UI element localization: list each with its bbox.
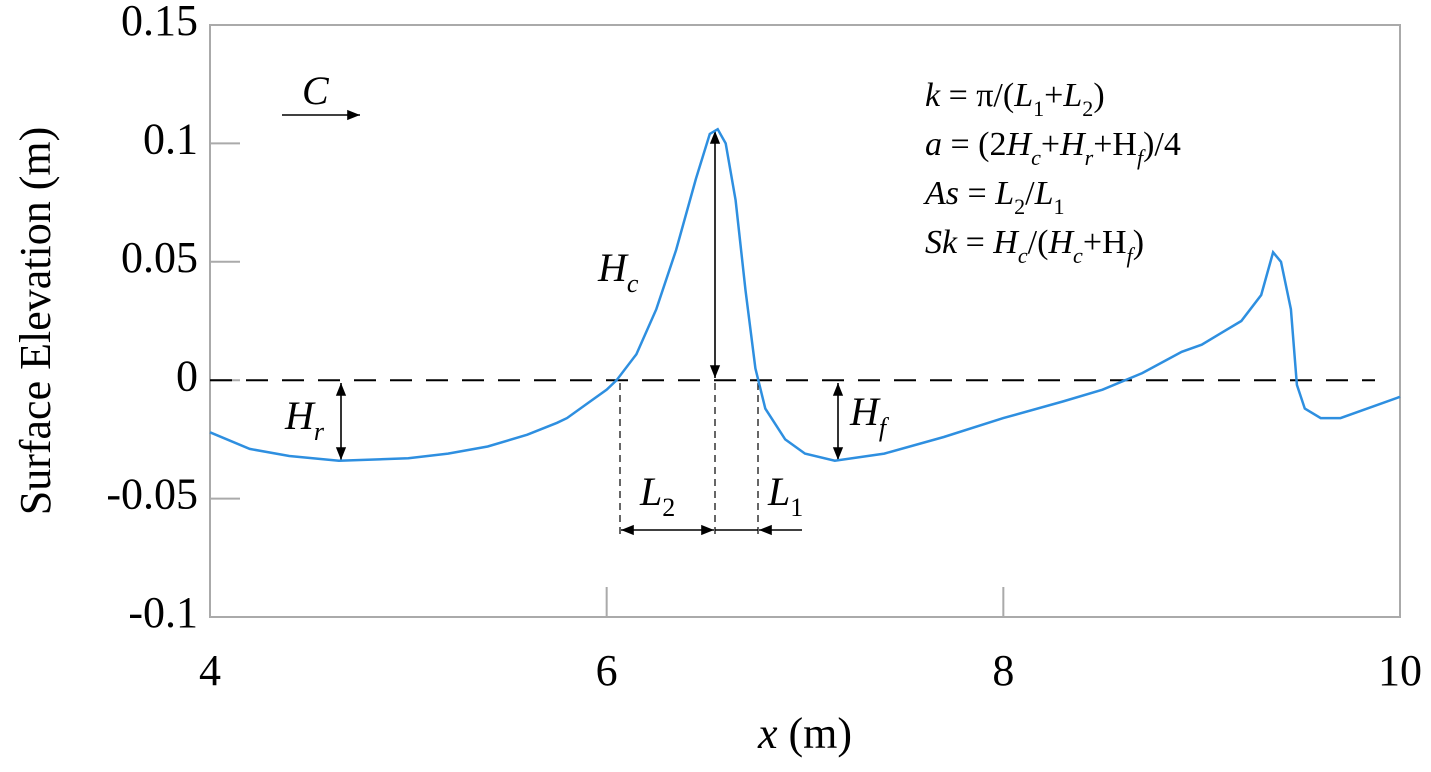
text-run: ) — [1093, 77, 1104, 114]
text-run: L — [767, 469, 790, 514]
x-tick-label: 6 — [596, 646, 618, 695]
text-run: H — [284, 393, 316, 438]
text-run: H — [849, 389, 881, 434]
text-run: ) — [1133, 224, 1144, 261]
text-run: a — [925, 126, 942, 163]
annotation-arrows — [282, 109, 844, 536]
text-run: 2 — [1014, 194, 1025, 219]
text-run: 1 — [790, 493, 803, 522]
text-run: Sk — [925, 224, 958, 261]
text-run: L — [639, 469, 662, 514]
text-run: c — [627, 269, 639, 298]
text-run: H — [597, 245, 629, 290]
text-run: f — [1127, 243, 1136, 268]
y-tick-label: -0.1 — [128, 588, 198, 637]
rear-trough-label: Hr — [284, 393, 325, 446]
text-run: As — [923, 175, 959, 212]
front-trough-label: Hf — [849, 389, 890, 442]
text-run: L — [1062, 77, 1082, 114]
elevation-line — [209, 127, 1401, 462]
formulas: k = π/(L1+L2)a = (2Hc+Hr+Hf)/4As = L2/L1… — [923, 77, 1181, 268]
text-run: / — [1025, 175, 1035, 212]
x-tick-label: 8 — [992, 646, 1014, 695]
text-run: +H — [1093, 126, 1137, 163]
y-tick-label: 0.1 — [143, 114, 198, 163]
text-run: = π/( — [940, 77, 1014, 114]
text-run: L — [994, 175, 1014, 212]
text-run: c — [1031, 145, 1041, 170]
y-axis-label: Surface Elevation (m) — [11, 127, 60, 516]
text-run: = — [957, 224, 993, 261]
text-run: 2 — [662, 493, 675, 522]
text-run: = (2 — [942, 126, 1007, 163]
rear-length-label: L2 — [639, 469, 675, 522]
text-run: 1 — [1054, 194, 1065, 219]
formula: Sk = Hc/(Hc+Hf) — [925, 224, 1144, 268]
text-run: (m) — [778, 709, 853, 758]
crest-height-label: Hc — [597, 245, 639, 298]
text-run: L — [1013, 77, 1033, 114]
text-run: 2 — [1082, 96, 1093, 121]
formula: k = π/(L1+L2) — [925, 77, 1105, 121]
x-tick-label: 10 — [1378, 646, 1422, 695]
text-run: + — [1041, 126, 1060, 163]
text-run: c — [1018, 243, 1028, 268]
text-run: 1 — [1033, 96, 1044, 121]
text-run: + — [1044, 77, 1063, 114]
text-run: H — [1047, 224, 1075, 261]
text-run: H — [992, 224, 1020, 261]
text-run: c — [1073, 243, 1083, 268]
text-run: f — [879, 413, 890, 442]
formula: As = L2/L1 — [923, 175, 1065, 219]
front-length-label: L1 — [767, 469, 803, 522]
text-run: k — [925, 77, 941, 114]
y-tick-label: 0.05 — [121, 233, 198, 282]
text-run: H — [1006, 126, 1034, 163]
text-run: r — [314, 417, 325, 446]
text-run: L — [1034, 175, 1054, 212]
text-run: = — [959, 175, 995, 212]
x-tick-label: 4 — [199, 646, 221, 695]
text-run: /( — [1028, 224, 1049, 261]
text-run: +H — [1083, 224, 1127, 261]
text-run: x — [757, 709, 778, 758]
text-run: H — [1059, 126, 1087, 163]
wave-direction-label: C — [302, 68, 330, 113]
y-tick-label: 0.15 — [121, 0, 198, 45]
text-run: r — [1085, 145, 1094, 170]
y-tick-label: -0.05 — [106, 470, 198, 519]
plot-frame — [209, 24, 1401, 618]
text-run: C — [302, 68, 330, 113]
formula: a = (2Hc+Hr+Hf)/4 — [925, 126, 1181, 170]
x-axis-label: x (m) — [757, 709, 852, 758]
y-tick-label: 0 — [176, 351, 198, 400]
text-run: )/4 — [1143, 126, 1181, 163]
text-run: f — [1137, 145, 1146, 170]
